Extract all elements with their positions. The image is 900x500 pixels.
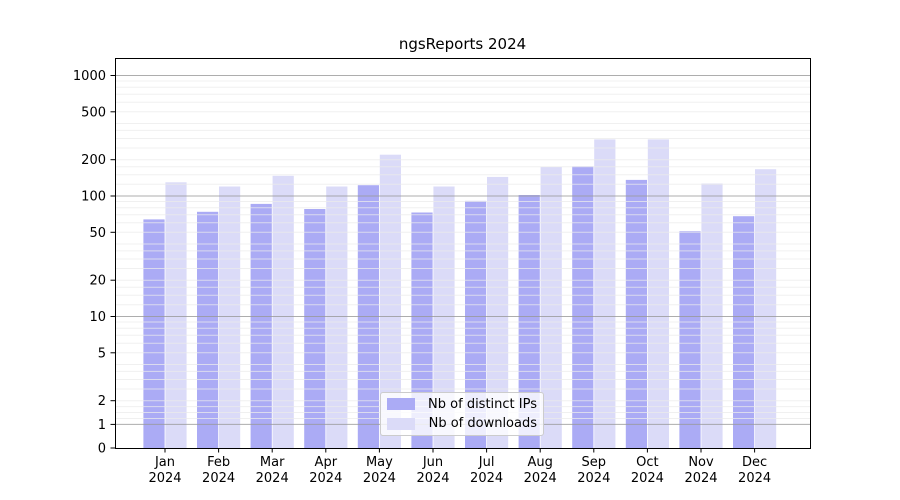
x-tick-label-year: 2024 [202,471,235,486]
y-tick-label: 5 [98,346,106,361]
bar-ips-jan [143,219,165,448]
bar-ips-oct [625,179,647,448]
x-tick-label-year: 2024 [738,471,771,486]
bar-ips-nov [679,231,701,448]
legend-item-distinct-ips: Nb of distinct IPs [387,396,537,413]
x-tick-label-month: Apr [315,455,338,470]
legend-label-distinct-ips: Nb of distinct IPs [428,396,537,412]
legend: Nb of distinct IPs Nb of downloads [380,392,544,436]
bar-downloads-jul [487,176,509,448]
bar-downloads-aug [540,167,562,448]
y-tick-label: 1 [98,418,106,433]
bar-downloads-mar [272,175,294,449]
y-tick-label: 50 [89,226,106,241]
x-tick-label-year: 2024 [363,471,396,486]
x-tick-label-year: 2024 [470,471,503,486]
y-tick-label: 1000 [73,69,106,84]
chart-title: ngsReports 2024 [398,35,527,53]
x-tick-label-month: Jul [478,455,495,470]
x-tick-label-month: Jan [154,455,175,470]
x-tick-label-year: 2024 [148,471,181,486]
bar-downloads-may [379,154,401,448]
bar-ips-mar [250,203,272,448]
legend-label-downloads: Nb of downloads [428,416,537,432]
bar-ips-sep [572,166,594,448]
bar-downloads-oct [647,139,669,448]
bar-downloads-apr [326,186,348,448]
bar-downloads-nov [701,183,723,448]
x-tick-label-year: 2024 [256,471,289,486]
bar-downloads-feb [219,186,241,448]
x-tick-label-month: Nov [688,455,714,470]
x-tick-label-year: 2024 [309,471,342,486]
legend-swatch-distinct-ips [387,398,415,411]
x-tick-label-month: Feb [207,455,230,470]
bar-ips-jul [465,200,487,448]
x-tick-label-month: May [366,455,393,470]
y-tick-label: 2 [98,394,106,409]
bar-downloads-dec [755,169,777,448]
y-tick-label: 500 [81,105,106,120]
y-tick-label: 0 [98,442,106,457]
y-tick-label: 10 [89,310,106,325]
y-tick-label: 20 [89,274,106,289]
x-tick-label-year: 2024 [577,471,610,486]
x-tick-label-year: 2024 [631,471,664,486]
x-tick-label-month: Mar [260,455,285,470]
bar-downloads-jun [433,186,455,448]
x-tick-label-year: 2024 [684,471,717,486]
x-tick-label-year: 2024 [416,471,449,486]
x-tick-label-month: Dec [742,455,767,470]
y-tick-label: 200 [81,153,106,168]
y-tick-label: 100 [81,190,106,205]
x-tick-label-month: Sep [582,455,607,470]
legend-swatch-downloads [387,417,415,430]
x-tick-label-month: Jun [422,455,443,470]
x-tick-label-month: Aug [528,455,553,470]
legend-item-downloads: Nb of downloads [387,416,537,433]
bar-ips-dec [733,216,755,448]
x-tick-label-month: Oct [636,455,658,470]
x-tick-label-year: 2024 [524,471,557,486]
bar-downloads-jan [165,182,187,449]
plot-border [115,58,811,449]
bar-downloads-sep [594,139,616,448]
